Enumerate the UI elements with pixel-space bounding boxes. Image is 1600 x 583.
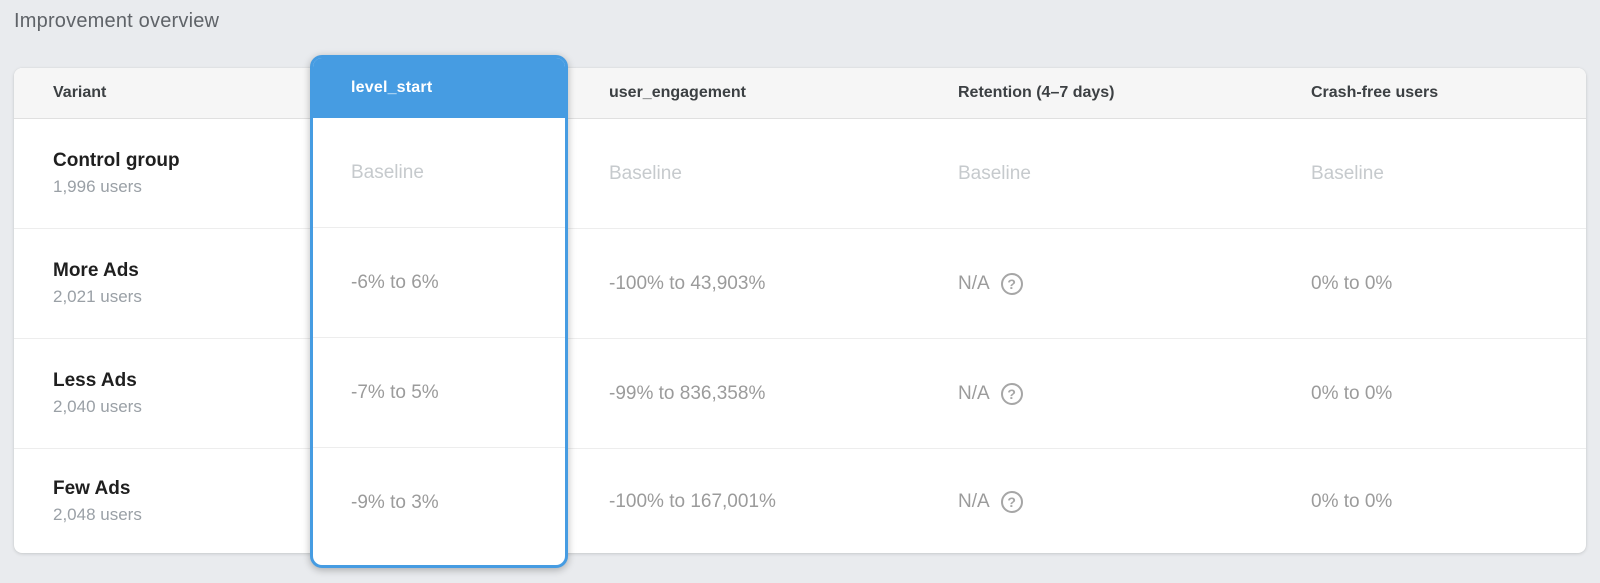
level-start-cell: -7% to 5% (313, 338, 565, 448)
table-row-control-group: Control group 1,996 users Baseline Basel… (14, 119, 1586, 229)
variant-name: Less Ads (53, 370, 137, 391)
help-icon[interactable]: ? (1000, 490, 1023, 513)
variant-name: Few Ads (53, 478, 131, 499)
variant-cell: Less Ads 2,040 users (14, 339, 310, 448)
level-start-cell: -9% to 3% (351, 492, 439, 513)
table-body: Control group 1,996 users Baseline Basel… (14, 119, 1586, 554)
column-header-variant: Variant (53, 84, 107, 101)
table-header-row: Variant user_engagement Retention (4–7 d… (14, 68, 1586, 119)
retention-value: N/A (958, 272, 990, 294)
selected-metric-column-level-start: level_start Baseline -6% to 6% -7% to 5%… (310, 55, 568, 568)
crash-free-cell: 0% to 0% (1311, 490, 1393, 512)
table-row-more-ads: More Ads 2,021 users -100% to 43,903% N/… (14, 229, 1586, 339)
tab-level-start[interactable]: level_start (313, 58, 565, 118)
variant-cell: Few Ads 2,048 users (14, 449, 310, 554)
retention-value: N/A (958, 490, 990, 512)
crash-free-cell: Baseline (1311, 162, 1384, 184)
user-engagement-cell: -99% to 836,358% (609, 382, 766, 404)
user-engagement-cell: Baseline (609, 162, 682, 184)
help-icon[interactable]: ? (1000, 382, 1023, 405)
user-engagement-cell: -100% to 167,001% (609, 490, 776, 512)
help-icon[interactable]: ? (1000, 272, 1023, 295)
level-start-cell: Baseline (313, 118, 565, 228)
variant-name: Control group (53, 150, 180, 171)
variant-user-count: 2,021 users (53, 287, 142, 306)
retention-value: N/A (958, 382, 990, 404)
column-header-crash-free-users[interactable]: Crash-free users (1311, 84, 1439, 101)
column-header-user-engagement[interactable]: user_engagement (609, 84, 746, 101)
crash-free-cell: 0% to 0% (1311, 272, 1393, 294)
improvement-overview-table: Variant user_engagement Retention (4–7 d… (14, 55, 1586, 568)
level-start-cell: -6% to 6% (313, 228, 565, 338)
retention-cell: Baseline (958, 162, 1031, 184)
retention-cell: N/A ? (917, 229, 1270, 338)
user-engagement-cell: -100% to 43,903% (609, 272, 766, 294)
page-title: Improvement overview (14, 10, 220, 32)
crash-free-cell: 0% to 0% (1311, 382, 1393, 404)
variant-user-count: 2,048 users (53, 505, 142, 524)
variant-user-count: 2,040 users (53, 397, 142, 416)
variant-user-count: 1,996 users (53, 177, 142, 196)
table-row-few-ads: Few Ads 2,048 users -100% to 167,001% N/… (14, 449, 1586, 554)
variant-name: More Ads (53, 260, 139, 281)
column-header-retention[interactable]: Retention (4–7 days) (958, 84, 1115, 101)
retention-cell: N/A ? (917, 339, 1270, 448)
variant-cell: Control group 1,996 users (14, 119, 310, 228)
variant-cell: More Ads 2,021 users (14, 229, 310, 338)
retention-cell: N/A ? (917, 449, 1270, 554)
table-row-less-ads: Less Ads 2,040 users -99% to 836,358% N/… (14, 339, 1586, 449)
